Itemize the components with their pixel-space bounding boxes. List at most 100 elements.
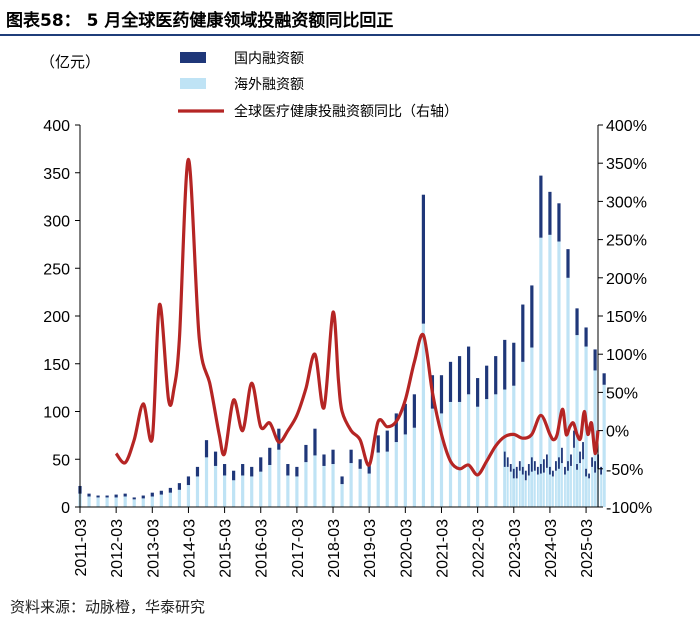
x-tick-label: 2014-03 — [181, 519, 198, 578]
bar-overseas — [549, 474, 551, 507]
bar-domestic — [105, 495, 109, 498]
bar-domestic — [521, 304, 525, 362]
bar-overseas — [186, 485, 191, 507]
bar-domestic — [394, 413, 398, 443]
bar-domestic — [232, 470, 236, 481]
bar-domestic — [533, 461, 536, 471]
x-tick-label: 2017-03 — [290, 519, 307, 578]
bar-domestic — [584, 327, 588, 347]
bar-domestic — [141, 495, 145, 499]
bar-overseas — [159, 494, 163, 507]
bar-domestic — [177, 483, 182, 490]
bar-overseas — [87, 496, 91, 507]
bar-overseas — [114, 497, 118, 507]
y-right-tick-label: 150% — [606, 309, 647, 326]
y-right-tick-label: 400% — [606, 118, 647, 135]
bar-overseas — [515, 478, 518, 507]
bar-overseas — [506, 466, 509, 507]
y-right-tick-label: -50% — [606, 462, 643, 479]
bar-domestic — [349, 449, 353, 464]
yoy-line — [114, 157, 600, 477]
bar-domestic — [536, 466, 539, 475]
bar-overseas — [132, 499, 136, 507]
bar-overseas — [600, 474, 602, 507]
chart-title: 图表58： 5 月全球医药健康领域投融资额同比回正 — [6, 11, 394, 31]
bar-domestic — [132, 497, 136, 500]
bar-domestic — [123, 493, 127, 497]
bar-overseas — [448, 401, 453, 507]
bar-overseas — [466, 394, 471, 507]
bar-overseas — [591, 466, 593, 507]
bar-overseas — [286, 475, 290, 507]
bar-overseas — [539, 473, 542, 507]
bar-overseas — [555, 470, 557, 507]
y-right-tick-label: 200% — [606, 271, 647, 288]
bar-overseas — [503, 466, 506, 507]
bar-overseas — [204, 457, 209, 507]
bar-overseas — [277, 449, 281, 507]
bar-overseas — [527, 475, 530, 507]
bar-overseas — [141, 498, 145, 507]
bar-domestic — [561, 447, 563, 464]
x-tick-label: 2019-03 — [362, 519, 379, 578]
bar-overseas — [542, 472, 545, 507]
bar-domestic — [566, 249, 570, 278]
x-tick-label: 2018-03 — [326, 519, 343, 578]
x-tick-label: 2013-03 — [145, 519, 162, 578]
bar-overseas — [564, 474, 566, 507]
bar-overseas — [313, 455, 317, 507]
bar-domestic — [549, 466, 551, 475]
y-right-tick-label: 250% — [606, 233, 647, 250]
bar-domestic — [213, 451, 218, 466]
bar-domestic — [195, 466, 200, 477]
bar-overseas — [594, 472, 596, 507]
bar-domestic — [552, 470, 554, 477]
bar-domestic — [539, 175, 543, 238]
bar-domestic — [539, 464, 542, 474]
bar-overseas — [557, 241, 561, 507]
bar-overseas — [439, 413, 444, 507]
y-right-tick-label: 50% — [606, 385, 638, 402]
y-right-tick-label: 300% — [606, 194, 647, 211]
bar-overseas — [123, 496, 127, 507]
bar-overseas — [567, 470, 569, 507]
bar-overseas — [412, 427, 416, 507]
bar-overseas — [512, 385, 516, 507]
bar-domestic — [591, 457, 593, 467]
bar-domestic — [527, 464, 530, 476]
bar-domestic — [331, 449, 335, 465]
bar-domestic — [573, 430, 575, 448]
bar-overseas — [376, 452, 380, 507]
bar-overseas — [593, 370, 597, 507]
bar-overseas — [340, 484, 344, 507]
bar-overseas — [521, 361, 525, 507]
bar-overseas — [385, 451, 389, 507]
bar-overseas — [518, 470, 521, 507]
bar-domestic — [521, 466, 524, 475]
bar-domestic — [579, 451, 581, 464]
bar-overseas — [358, 468, 362, 507]
bar-domestic — [114, 494, 118, 498]
bar-overseas — [576, 469, 578, 507]
x-tick-label: 2011-03 — [73, 519, 90, 577]
bar-domestic — [222, 464, 227, 476]
bar-domestic — [340, 476, 344, 485]
bar-overseas — [232, 480, 236, 507]
bar-domestic — [457, 356, 462, 402]
bar-overseas — [533, 470, 536, 507]
bar-domestic — [448, 361, 453, 402]
bar-overseas — [585, 476, 587, 507]
bar-domestic — [600, 466, 602, 475]
bar-overseas — [573, 447, 575, 507]
bar-domestic — [376, 435, 380, 453]
bar-domestic — [515, 466, 518, 479]
bar-overseas — [304, 462, 308, 507]
x-tick-label: 2025-03 — [579, 519, 596, 578]
bar-domestic — [403, 403, 407, 435]
bar-overseas — [570, 465, 572, 507]
bar-domestic — [558, 457, 560, 469]
chart-axes: 0 50 100 150 200 250 300 350 400 -100% -50% 0% 50% 10… — [40, 53, 652, 578]
bar-overseas — [524, 480, 527, 507]
bar-domestic — [304, 444, 308, 463]
